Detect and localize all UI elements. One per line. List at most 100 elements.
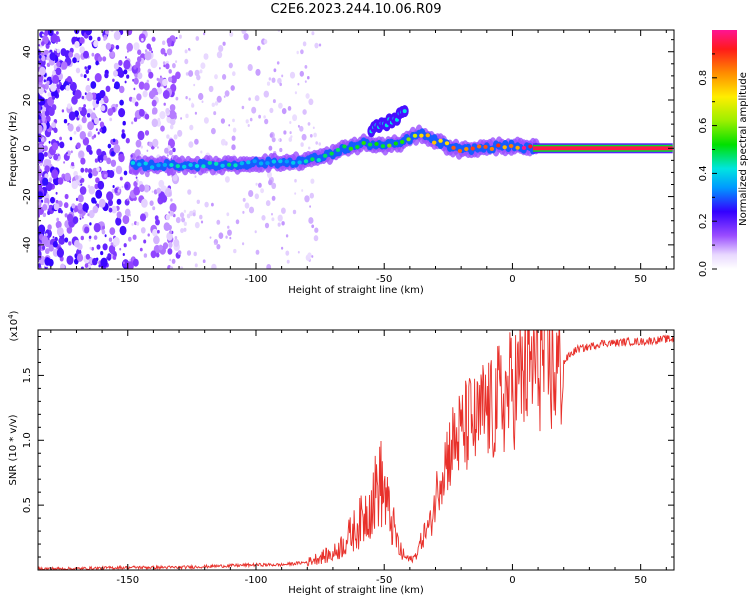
colorbar-tick-label: 0.4 <box>698 165 709 181</box>
spectrogram-ridge-core <box>291 160 296 165</box>
spectrogram-noise-blob <box>131 257 135 261</box>
spectrogram-noise-blob <box>300 49 304 55</box>
spectrogram-noise-blob <box>173 134 178 140</box>
spectrogram-ridge-core <box>323 153 328 158</box>
spectrogram-noise-blob <box>271 182 277 189</box>
spectrogram-noise-blob <box>88 172 93 179</box>
spectrogram-noise-blob <box>124 80 127 84</box>
spectrogram-noise-blob <box>318 142 322 146</box>
spectrogram-noise-blob <box>151 190 154 193</box>
spectrogram-noise-blob <box>152 206 156 211</box>
spectrogram-noise-blob <box>242 242 245 246</box>
spectrogram-noise-blob <box>108 207 113 213</box>
spectrogram-noise-blob <box>292 114 298 122</box>
spectrogram-noise-blob <box>131 223 134 226</box>
spectrogram-noise-blob <box>185 113 189 119</box>
spectrogram-noise-blob <box>245 119 249 124</box>
spectrogram-noise-blob <box>244 202 250 209</box>
spectrogram-noise-blob <box>135 176 138 179</box>
spectrogram-ridge-core <box>329 151 334 156</box>
spectrogram-noise-blob <box>56 248 64 258</box>
spectrogram-noise-blob <box>242 210 245 214</box>
spectrogram-noise-blob <box>97 180 105 190</box>
spectrogram-noise-blob <box>137 49 142 55</box>
spectrogram-noise-blob <box>310 178 315 184</box>
spectrogram-noise-blob <box>67 103 72 109</box>
spectrogram-noise-blob <box>101 229 106 235</box>
spectrogram-noise-blob <box>185 72 189 76</box>
spectrogram-noise-blob <box>267 171 272 179</box>
spectrogram-noise-blob <box>43 145 48 152</box>
spectrogram-noise-blob <box>261 215 266 221</box>
spectrogram-noise-blob <box>51 169 59 179</box>
spectrogram-noise-blob <box>172 147 176 153</box>
spectrogram-noise-blob <box>123 243 127 248</box>
spectrogram-noise-blob <box>220 138 226 146</box>
spectrogram-ridge-core <box>374 142 379 146</box>
spectrogram-noise-blob <box>87 213 90 217</box>
spectrogram-noise-blob <box>104 72 109 79</box>
spectrogram-noise-blob <box>38 87 44 95</box>
spectrogram-noise-blob <box>119 247 122 251</box>
spectrogram-noise-blob <box>99 128 103 132</box>
spectrogram-noise-blob <box>224 90 230 97</box>
spectrogram-noise-blob <box>39 66 46 76</box>
snr-x-tick-label: -100 <box>245 575 268 586</box>
spectrogram-noise-blob <box>152 138 159 148</box>
spectrogram-ridge-core <box>246 160 251 165</box>
spectrogram-noise-blob <box>46 159 52 166</box>
spectrogram-noise-blob <box>79 213 83 218</box>
spectrogram-noise-blob <box>165 63 170 70</box>
spectrogram-noise-blob <box>165 197 168 200</box>
spectrogram-noise-blob <box>169 230 172 234</box>
spectrogram-noise-blob <box>301 189 304 192</box>
spectrogram-noise-blob <box>92 205 99 214</box>
spectrogram-noise-blob <box>119 99 124 106</box>
spectrogram-noise-blob <box>122 120 126 126</box>
spectrogram-noise-blob <box>68 51 74 58</box>
spectrogram-noise-blob <box>218 45 224 52</box>
spectrogram-noise-blob <box>169 203 177 213</box>
spectrogram-noise-blob <box>175 96 179 101</box>
spectrogram-noise-blob <box>100 257 108 268</box>
spectrogram-noise-blob <box>50 83 57 92</box>
spectrogram-noise-blob <box>41 55 46 62</box>
spectrogram-noise-blob <box>166 134 170 139</box>
spectrogram-ridge-core <box>387 143 392 148</box>
spectrogram-noise-blob <box>139 184 145 193</box>
spectrogram-noise-blob <box>86 113 91 118</box>
spectrogram-ridge-core <box>278 159 283 164</box>
spectrogram-noise-blob <box>160 125 165 132</box>
spectrogram-noise-blob <box>95 128 98 132</box>
spectrogram-noise-blob <box>285 250 290 256</box>
spectrogram-noise-blob <box>158 179 165 188</box>
spectrogram-noise-blob <box>115 217 122 226</box>
spectrogram-noise-blob <box>96 244 101 250</box>
spectrogram-noise-blob <box>38 254 42 261</box>
spectrogram-noise-blob <box>138 81 145 90</box>
spectrogram-noise-blob <box>164 52 168 57</box>
spectrogram-noise-blob <box>48 107 55 116</box>
spectrogram-noise-blob <box>304 65 308 69</box>
spectrogram-noise-blob <box>139 247 143 252</box>
figure-title: C2E6.2023.244.10.06.R09 <box>270 2 441 17</box>
snr-frame <box>37 329 675 571</box>
spectrogram-noise-blob <box>191 102 194 106</box>
spectrogram-noise-blob <box>308 98 314 106</box>
spectrogram-noise-blob <box>232 118 235 123</box>
spectrogram-noise-blob <box>308 146 311 150</box>
spectrogram-noise-blob <box>277 77 282 84</box>
spectrogram-noise-blob <box>146 43 151 50</box>
spectrogram-noise-blob <box>183 209 187 213</box>
spectrogram-x-tick-label: 0 <box>509 274 515 285</box>
spectrogram-noise-blob <box>84 66 87 70</box>
spectrogram-ridge-core <box>130 160 136 165</box>
spectrogram-noise-blob <box>148 71 154 79</box>
spectrogram-noise-blob <box>108 170 115 178</box>
spectrogram-noise-blob <box>48 244 54 252</box>
spectrogram-noise-blob <box>165 214 170 221</box>
spectrogram-noise-blob <box>181 217 186 223</box>
spectrogram-noise-blob <box>265 200 271 207</box>
spectrogram-ridge-core <box>419 133 424 138</box>
spectrogram-noise-blob <box>216 95 222 103</box>
